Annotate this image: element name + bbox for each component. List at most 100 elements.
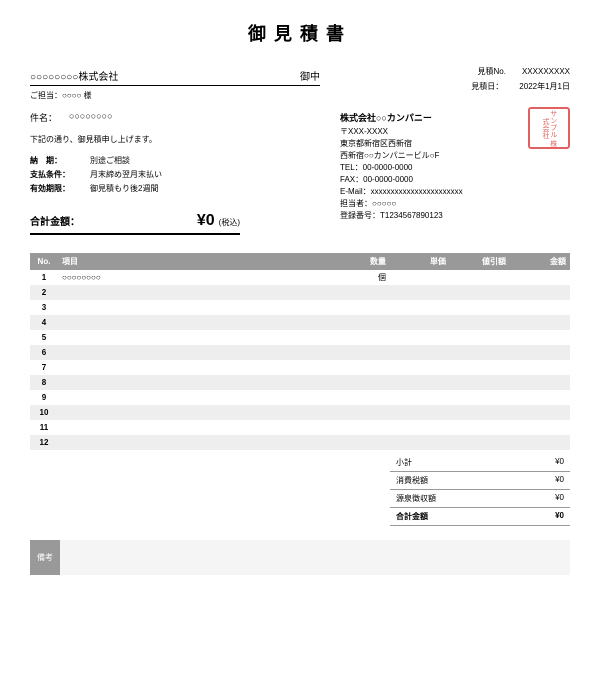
cell-no: 11 — [30, 420, 58, 435]
summary-label: 合計金額 — [396, 511, 428, 522]
summary-label: 源泉徴収額 — [396, 493, 436, 504]
table-row: 1 ○○○○○○○○ 個 — [30, 270, 570, 285]
summary-row: 合計金額¥0 — [390, 508, 570, 526]
client-name-row: ○○○○○○○○株式会社 御中 — [30, 66, 320, 86]
cell-item — [58, 300, 330, 315]
cell-price — [390, 405, 450, 420]
cell-qty — [330, 390, 390, 405]
terms-value: 別途ご相談 — [90, 155, 130, 166]
cell-qty — [330, 435, 390, 450]
terms-value: 御見積もり後2週間 — [90, 183, 158, 194]
cell-item — [58, 435, 330, 450]
th-price: 単価 — [390, 253, 450, 270]
cell-amt — [510, 360, 570, 375]
summary-row: 小計¥0 — [390, 454, 570, 472]
quote-info-row: 見積日：2022年1月1日 — [340, 81, 570, 92]
table-row: 12 — [30, 435, 570, 450]
cell-no: 4 — [30, 315, 58, 330]
client-contact: ご担当：○○○○ 様 — [30, 90, 320, 101]
total-tax-note: (税込) — [219, 217, 240, 228]
cell-disc — [450, 375, 510, 390]
company-addr2: 西新宿○○カンパニービル○F — [340, 150, 570, 162]
table-row: 7 — [30, 360, 570, 375]
table-row: 2 — [30, 285, 570, 300]
client-name: ○○○○○○○○株式会社 — [30, 68, 118, 83]
cell-disc — [450, 405, 510, 420]
subject-value: ○○○○○○○○ — [69, 111, 113, 124]
total-label: 合計金額： — [30, 213, 80, 228]
document-title: 御見積書 — [30, 20, 570, 46]
company-reg: 登録番号：T1234567890123 — [340, 210, 570, 222]
grand-total-box: 合計金額： ¥0 (税込) — [30, 209, 240, 235]
terms-row: 有効期限：御見積もり後2週間 — [30, 183, 320, 194]
th-no: No. — [30, 253, 58, 270]
terms-label: 有効期限： — [30, 183, 90, 194]
cell-item — [58, 345, 330, 360]
cell-price — [390, 435, 450, 450]
cell-item — [58, 360, 330, 375]
cell-qty — [330, 345, 390, 360]
cell-price — [390, 375, 450, 390]
cell-amt — [510, 405, 570, 420]
cell-no: 10 — [30, 405, 58, 420]
cell-no: 2 — [30, 285, 58, 300]
cell-disc — [450, 270, 510, 285]
cell-price — [390, 300, 450, 315]
th-item: 項目 — [58, 253, 330, 270]
terms-value: 月末締め翌月末払い — [90, 169, 162, 180]
cell-no: 6 — [30, 345, 58, 360]
remarks-section: 備考 — [30, 540, 570, 575]
cell-price — [390, 390, 450, 405]
cell-disc — [450, 435, 510, 450]
intro-text: 下記の通り、御見積申し上げます。 — [30, 134, 320, 145]
cell-no: 8 — [30, 375, 58, 390]
cell-no: 9 — [30, 390, 58, 405]
terms-row: 支払条件：月末締め翌月末払い — [30, 169, 320, 180]
th-amt: 金額 — [510, 253, 570, 270]
remarks-label: 備考 — [30, 540, 60, 575]
table-row: 5 — [30, 330, 570, 345]
cell-item — [58, 405, 330, 420]
summary-row: 源泉徴収額¥0 — [390, 490, 570, 508]
subject-label: 件名： — [30, 111, 57, 124]
cell-disc — [450, 390, 510, 405]
cell-disc — [450, 285, 510, 300]
cell-qty: 個 — [330, 270, 390, 285]
cell-item — [58, 315, 330, 330]
cell-qty — [330, 315, 390, 330]
cell-price — [390, 315, 450, 330]
terms-row: 納 期：別途ご相談 — [30, 155, 320, 166]
cell-qty — [330, 420, 390, 435]
cell-qty — [330, 300, 390, 315]
cell-no: 7 — [30, 360, 58, 375]
quote-info-row: 見積No.XXXXXXXXX — [340, 66, 570, 77]
summary-label: 小計 — [396, 457, 412, 468]
cell-amt — [510, 315, 570, 330]
summary-label: 消費税額 — [396, 475, 428, 486]
summary-value: ¥0 — [555, 475, 564, 486]
cell-amt — [510, 270, 570, 285]
cell-amt — [510, 300, 570, 315]
company-seal: サンプル 株式会社 — [528, 107, 570, 149]
cell-item — [58, 420, 330, 435]
cell-no: 3 — [30, 300, 58, 315]
cell-amt — [510, 345, 570, 360]
subject-row: 件名： ○○○○○○○○ — [30, 111, 320, 124]
cell-item — [58, 330, 330, 345]
table-row: 3 — [30, 300, 570, 315]
th-disc: 値引額 — [450, 253, 510, 270]
cell-amt — [510, 375, 570, 390]
cell-price — [390, 285, 450, 300]
summary-row: 消費税額 ¥0 — [390, 472, 570, 490]
cell-qty — [330, 285, 390, 300]
cell-qty — [330, 360, 390, 375]
table-row: 11 — [30, 420, 570, 435]
cell-qty — [330, 375, 390, 390]
cell-price — [390, 270, 450, 285]
table-row: 9 — [30, 390, 570, 405]
cell-disc — [450, 345, 510, 360]
cell-amt — [510, 285, 570, 300]
cell-disc — [450, 420, 510, 435]
cell-price — [390, 345, 450, 360]
terms-label: 支払条件： — [30, 169, 90, 180]
